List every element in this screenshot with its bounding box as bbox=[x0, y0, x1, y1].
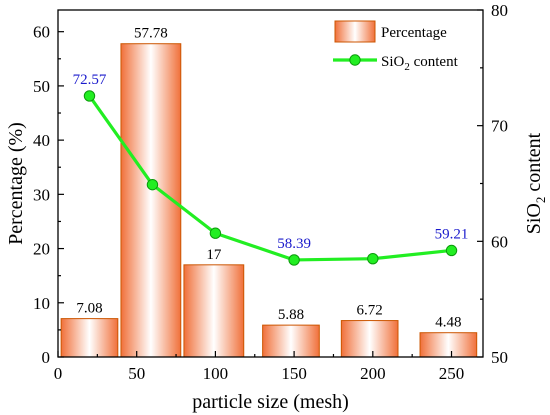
x-tick-label: 200 bbox=[360, 364, 386, 383]
bar-value-label: 17 bbox=[206, 247, 222, 263]
sio2-point-label: 58.39 bbox=[277, 236, 311, 252]
axes-layer: 0 50 100 150 200 250 0 10 20 30 40 50 60 50 60 70 80 part… bbox=[5, 1, 548, 413]
x-axis-title: particle size (mesh) bbox=[192, 391, 349, 413]
sio2-point-6 bbox=[445, 244, 458, 257]
legend-bar-label: Percentage bbox=[381, 25, 447, 41]
y-tick-label: 20 bbox=[33, 240, 50, 259]
bar-value-label: 4.48 bbox=[435, 315, 461, 331]
bars-layer: 7.08 57.78 17 5.88 6.72 4.48 bbox=[60, 26, 478, 358]
bar-4 bbox=[262, 324, 320, 358]
bar-6 bbox=[419, 332, 478, 358]
x-tick-label: 0 bbox=[54, 364, 63, 383]
bar-value-label: 57.78 bbox=[134, 26, 168, 42]
y-tick-label: 30 bbox=[33, 185, 50, 204]
sio2-point-5 bbox=[367, 252, 379, 265]
line-layer: 72.57 58.39 59.21 bbox=[73, 72, 469, 266]
y2-axis-title: SiO2 content bbox=[523, 132, 548, 234]
bar-5 bbox=[340, 320, 399, 358]
sio2-content-line bbox=[88, 95, 452, 262]
sio2-point-label: 59.21 bbox=[435, 226, 469, 242]
legend-line-label: SiO2 content bbox=[381, 54, 459, 73]
y2-tick-label: 60 bbox=[491, 232, 508, 251]
bar-3 bbox=[183, 264, 245, 358]
legend-line-marker bbox=[349, 54, 361, 66]
y2-tick-label: 70 bbox=[491, 117, 508, 136]
x-tick-label: 250 bbox=[439, 364, 465, 383]
y-axis-title: Percentage (%) bbox=[5, 122, 27, 245]
x-tick-label: 50 bbox=[128, 364, 145, 383]
y2-tick-label: 50 bbox=[491, 348, 508, 367]
y-tick-label: 60 bbox=[33, 23, 50, 42]
bar-1 bbox=[60, 318, 119, 358]
sio2-point-3 bbox=[209, 227, 222, 239]
y-tick-label: 40 bbox=[33, 131, 50, 150]
sio2-point-2 bbox=[146, 178, 159, 191]
y-tick-label: 50 bbox=[33, 77, 50, 96]
sio2-point-4 bbox=[288, 254, 300, 266]
bar-value-label: 5.88 bbox=[278, 307, 304, 323]
y-tick-label: 10 bbox=[33, 294, 50, 313]
y-tick-label: 0 bbox=[42, 348, 51, 367]
bar-value-label: 7.08 bbox=[76, 301, 102, 317]
sio2-point-1 bbox=[83, 90, 96, 102]
x-tick-label: 150 bbox=[281, 364, 307, 383]
legend-bar-swatch bbox=[334, 20, 376, 43]
x-tick-label: 100 bbox=[203, 364, 229, 383]
legend: Percentage SiO2 content bbox=[333, 20, 459, 73]
y2-tick-label: 80 bbox=[491, 1, 508, 20]
bar-value-label: 6.72 bbox=[357, 303, 383, 319]
sio2-point-label: 72.57 bbox=[73, 72, 107, 88]
